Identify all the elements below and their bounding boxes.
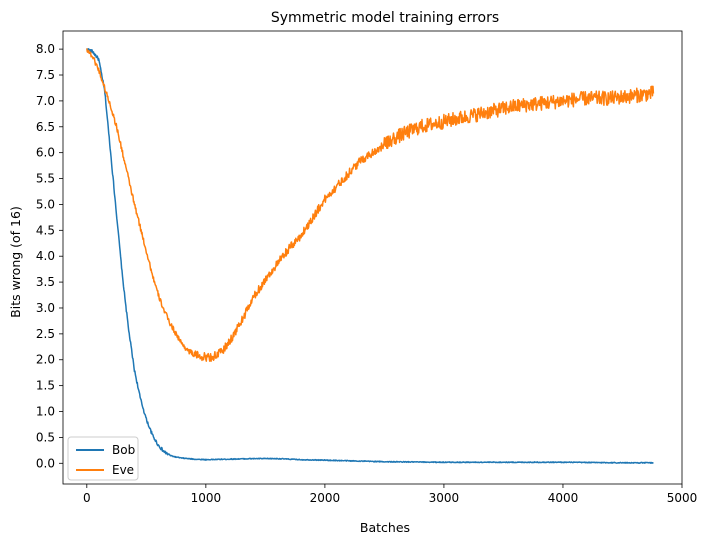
y-tick-label: 3.0 (36, 301, 55, 315)
series-line-eve (86, 48, 655, 362)
y-tick-label: 0.5 (36, 430, 55, 444)
series-line-bob (86, 48, 654, 464)
y-tick-label: 6.5 (36, 120, 55, 134)
legend-label-bob: Bob (112, 443, 135, 457)
y-axis: 0.0 0.5 1.0 1.5 2.0 2.5 3.0 3.5 4.0 4.5 5.0 5.5 6.0 6… (36, 42, 63, 470)
x-tick-label: 1000 (191, 491, 222, 505)
y-tick-label: 6.0 (36, 146, 55, 160)
y-tick-label: 4.0 (36, 249, 55, 263)
y-tick-label: 7.5 (36, 68, 55, 82)
plot-area (62, 30, 683, 485)
x-tick-label: 3000 (429, 491, 460, 505)
y-tick-label: 1.0 (36, 405, 55, 419)
series-group (86, 48, 655, 464)
y-tick-label: 2.5 (36, 327, 55, 341)
y-tick-label: 3.5 (36, 275, 55, 289)
x-axis-label: Batches (360, 520, 410, 535)
y-tick-label: 7.0 (36, 94, 55, 108)
x-tick-label: 4000 (548, 491, 579, 505)
plot-frame (62, 30, 683, 485)
y-tick-label: 0.0 (36, 456, 55, 470)
legend-label-eve: Eve (112, 463, 134, 477)
legend: Bob Eve (67, 436, 139, 481)
y-tick-label: 4.5 (36, 223, 55, 237)
x-tick-label: 2000 (310, 491, 341, 505)
chart-title: Symmetric model training errors (271, 10, 499, 26)
y-tick-label: 2.0 (36, 353, 55, 367)
y-tick-label: 5.5 (36, 172, 55, 186)
x-axis: 0 1000 2000 3000 4000 5000 (83, 484, 697, 505)
y-axis-label: Bits wrong (of 16) (8, 206, 23, 318)
y-tick-label: 8.0 (36, 42, 55, 56)
y-tick-label: 5.0 (36, 197, 55, 211)
x-tick-label: 0 (83, 491, 91, 505)
y-tick-label: 1.5 (36, 379, 55, 393)
x-tick-label: 5000 (667, 491, 698, 505)
